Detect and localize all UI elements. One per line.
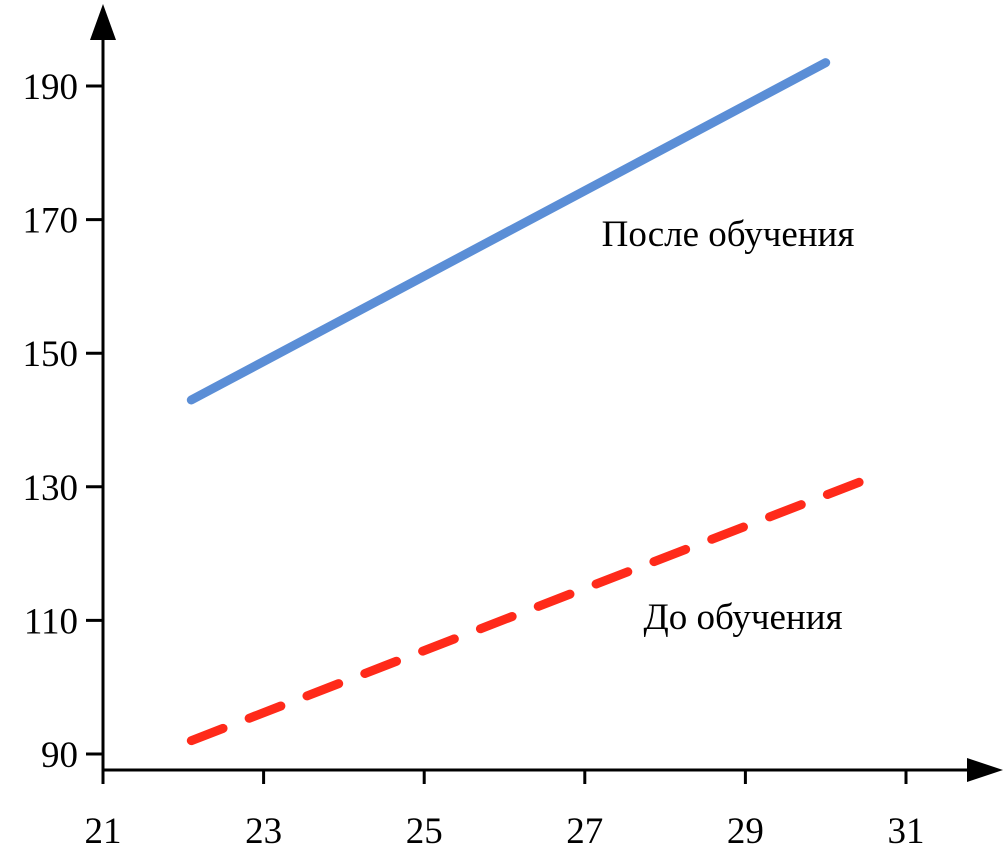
x-tick-label: 21 bbox=[85, 811, 122, 852]
series-label-before-training: До обучения bbox=[643, 597, 842, 638]
y-tick-label: 110 bbox=[24, 601, 78, 642]
x-tick-label: 29 bbox=[727, 811, 764, 852]
series-label-after-training: После обучения bbox=[602, 214, 855, 255]
y-axis-arrow-icon bbox=[90, 4, 116, 40]
y-tick-label: 170 bbox=[23, 201, 79, 242]
series-labels: После обучения До обучения bbox=[602, 214, 855, 638]
x-tick-label: 25 bbox=[406, 811, 443, 852]
axes-layer bbox=[90, 4, 1003, 782]
series-line-before-training bbox=[186, 468, 887, 746]
x-tick-label: 27 bbox=[566, 811, 603, 852]
y-tick-label: 130 bbox=[23, 468, 79, 509]
y-tick-label: 190 bbox=[23, 67, 79, 108]
y-tick-label: 150 bbox=[23, 334, 79, 375]
x-tick-label: 31 bbox=[888, 811, 925, 852]
x-tick-label: 23 bbox=[245, 811, 282, 852]
series-line-after-training bbox=[186, 58, 831, 405]
x-axis-arrow-icon bbox=[967, 758, 1003, 782]
y-tick-label: 90 bbox=[41, 735, 78, 776]
ticks-layer: 21 23 25 27 29 31 90 110 130 150 170 190 bbox=[23, 67, 925, 852]
series-layer bbox=[186, 58, 887, 746]
